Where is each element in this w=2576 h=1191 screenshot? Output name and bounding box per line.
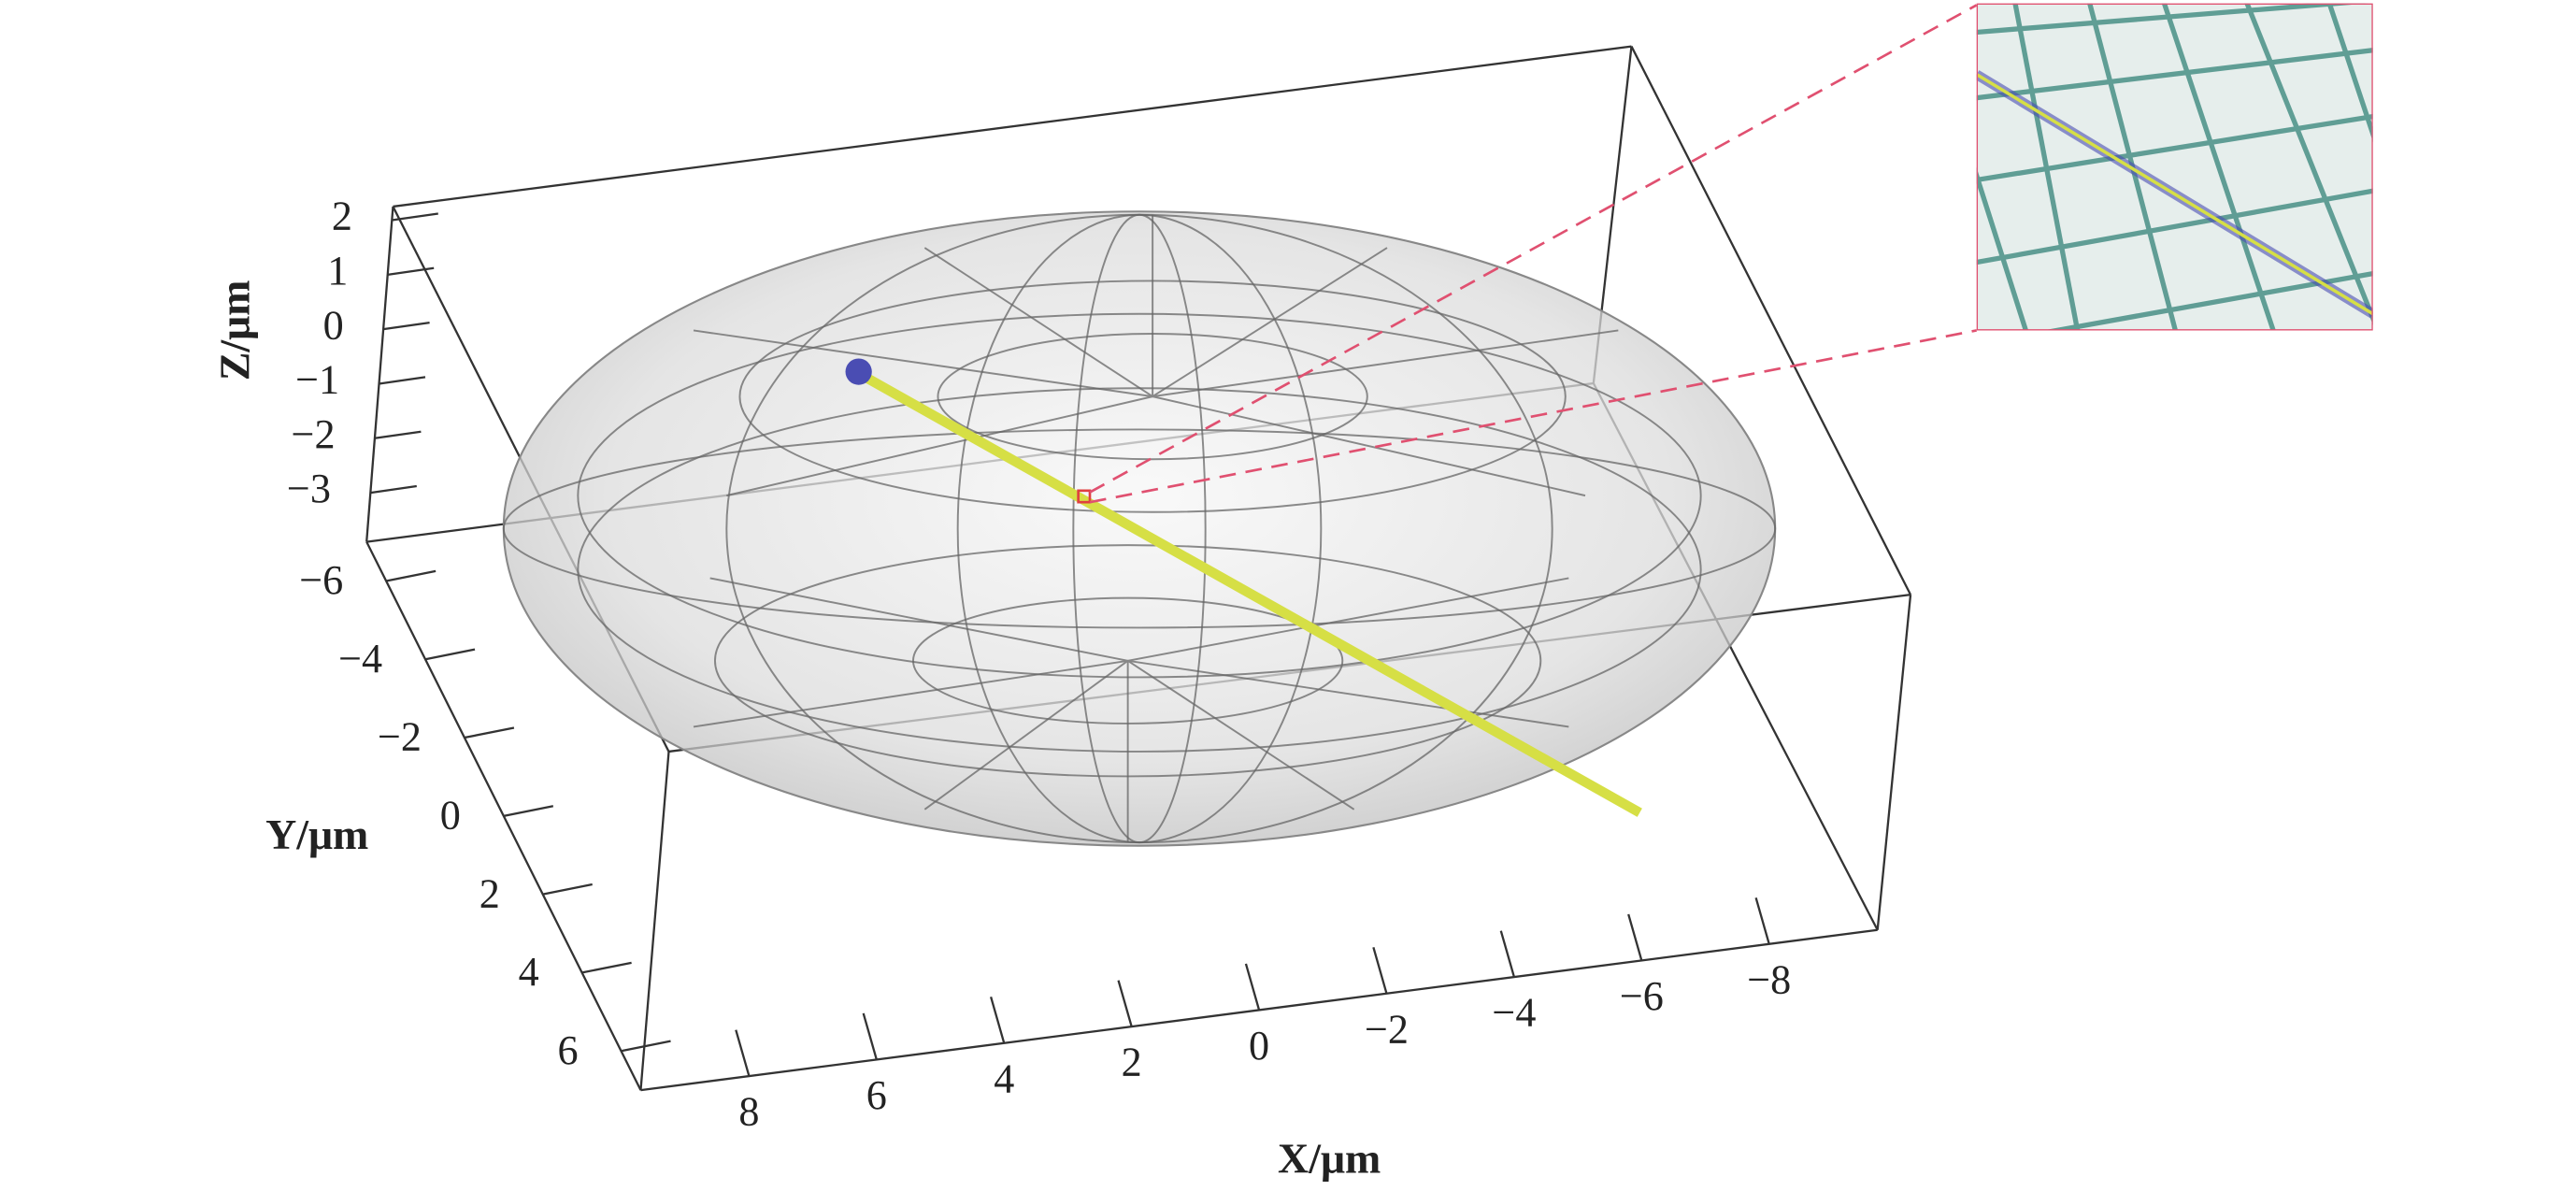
z-axis-label: Z/μm xyxy=(211,280,259,381)
tick-mark xyxy=(374,430,422,439)
x-axis-label: X/μm xyxy=(1278,1134,1381,1182)
tick-mark xyxy=(379,376,426,385)
z-tick-label: −3 xyxy=(287,466,331,511)
tick-mark xyxy=(735,1029,751,1077)
tick-mark xyxy=(1499,930,1516,978)
tick-mark xyxy=(385,569,436,582)
tick-mark xyxy=(424,648,476,661)
x-tick-label: −8 xyxy=(1747,956,1791,1002)
tick-mark xyxy=(387,266,435,276)
y-axis-label: Y/μm xyxy=(265,811,368,858)
z-tick-label: −1 xyxy=(295,357,339,403)
x-tick-label: −2 xyxy=(1365,1006,1409,1052)
y-tick-label: −4 xyxy=(338,636,382,682)
tick-mark xyxy=(862,1012,878,1060)
tick-mark xyxy=(1117,980,1133,1027)
y-tick-label: 2 xyxy=(479,870,500,916)
tick-mark xyxy=(392,212,438,222)
axes: Z/μm Y/μm X/μm xyxy=(211,280,1381,1183)
y-tick-label: −2 xyxy=(378,714,422,760)
y-tick-label: −6 xyxy=(299,557,343,603)
tick-mark xyxy=(1372,946,1388,995)
x-tick-label: 4 xyxy=(994,1055,1014,1101)
tick-mark xyxy=(370,484,417,495)
tick-mark xyxy=(503,805,554,817)
zoom-region xyxy=(1077,489,1092,504)
x-tick-label: −6 xyxy=(1620,973,1664,1019)
tick-mark xyxy=(581,961,632,974)
x-tick-label: 6 xyxy=(866,1072,887,1118)
tick-mark xyxy=(1754,897,1770,945)
z-tick-label: 2 xyxy=(332,194,352,239)
y-tick-label: 4 xyxy=(519,949,539,995)
y-tick-label: 6 xyxy=(558,1027,579,1073)
tick-mark xyxy=(464,726,515,739)
x-tick-label: 8 xyxy=(738,1089,759,1135)
tick-mark xyxy=(542,882,593,896)
x-tick-label: 2 xyxy=(1122,1040,1142,1085)
particle xyxy=(845,358,872,385)
x-tick-label: 0 xyxy=(1249,1023,1269,1069)
zoom-line xyxy=(1089,329,1977,504)
tick-mark xyxy=(621,1040,671,1053)
tick-mark xyxy=(1244,963,1261,1011)
zoom-line xyxy=(1089,4,1978,494)
z-tick-label: 1 xyxy=(327,248,348,294)
z-tick-label: 0 xyxy=(323,302,344,348)
x-tick-label: −4 xyxy=(1492,990,1536,1036)
inset xyxy=(1976,3,2373,331)
z-tick-label: −2 xyxy=(292,411,336,457)
y-tick-label: 0 xyxy=(440,793,461,839)
tick-mark xyxy=(382,321,430,331)
tick-mark xyxy=(990,996,1006,1044)
trajectory xyxy=(856,368,1642,817)
tick-mark xyxy=(1627,913,1643,961)
